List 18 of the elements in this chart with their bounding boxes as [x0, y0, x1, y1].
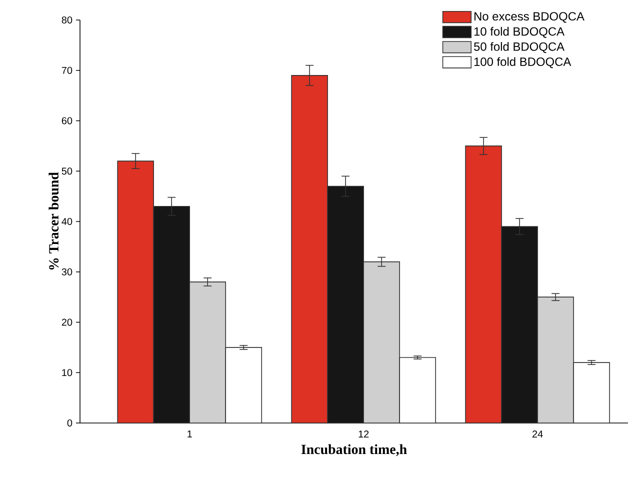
y-tick-label: 60	[62, 117, 72, 124]
y-tick-label: 40	[62, 218, 72, 226]
legend-label: 100 fold BDOQCA	[474, 57, 572, 68]
legend-label: 10 fold BDOQCA	[474, 26, 565, 38]
y-tick-label: 20	[62, 318, 72, 326]
legend-label: 50 fold BDOQCA	[474, 42, 565, 53]
x-tick-label: 24	[532, 430, 543, 438]
legend-label: No excess BDOQCA	[474, 12, 584, 23]
x-axis-title: Incubation time,h	[301, 444, 407, 456]
y-tick-label: 50	[62, 168, 72, 175]
y-tick-label: 70	[62, 66, 72, 74]
x-tick-label: 1	[188, 430, 192, 438]
y-tick-label: 0	[67, 419, 72, 427]
y-tick-label: 80	[62, 16, 72, 24]
y-tick-label: 10	[62, 369, 72, 376]
y-axis-title: % Tracer bound	[48, 172, 59, 270]
x-tick-label: 12	[358, 430, 369, 438]
y-tick-label: 30	[62, 268, 72, 276]
